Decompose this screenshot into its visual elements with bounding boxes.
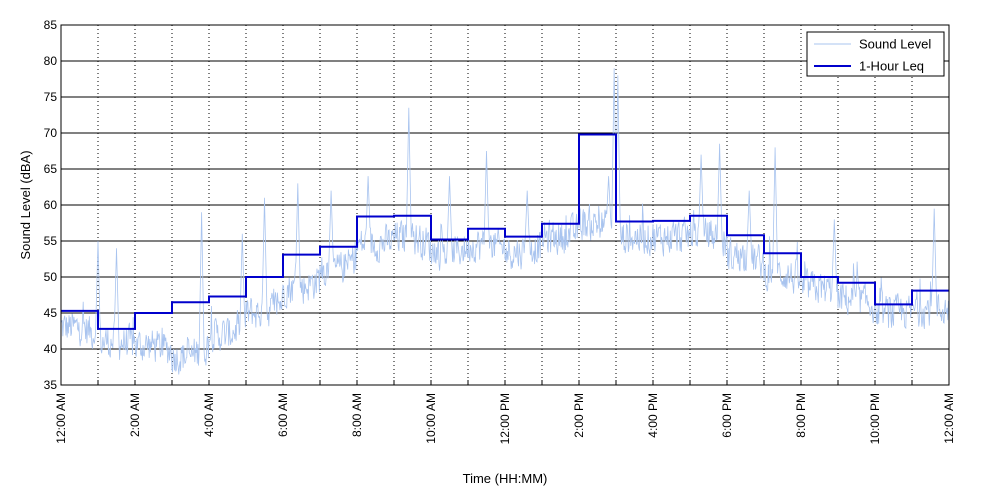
y-tick-label: 65 [44,162,58,176]
y-tick-label: 55 [44,234,58,248]
x-tick-label: 12:00 AM [942,393,956,444]
y-tick-label: 80 [44,54,58,68]
grid-lines [61,25,949,385]
leq-series [61,133,949,330]
y-tick-label: 75 [44,90,58,104]
y-tick-label: 70 [44,126,58,140]
legend: Sound Level 1-Hour Leq [806,31,945,77]
y-tick-label: 60 [44,198,58,212]
leq-step-line [61,133,949,330]
x-tick-label: 2:00 PM [572,393,586,438]
x-tick-label: 6:00 AM [276,393,290,437]
legend-box [806,31,945,77]
axis-ticks: 35 40 45 50 55 60 65 70 75 80 85 12:00 AM 2:00 AM 4:0… [44,18,956,444]
legend-label-leq: 1-Hour Leq [859,59,924,74]
y-axis-title: Sound Level (dBA) [18,150,33,259]
y-tick-label: 40 [44,342,58,356]
y-tick-label: 50 [44,270,58,284]
legend-label-sound-level: Sound Level [859,37,931,52]
x-tick-label: 10:00 PM [868,393,882,444]
x-tick-label: 12:00 AM [54,393,68,444]
y-tick-label: 35 [44,378,58,392]
y-tick-label: 85 [44,18,58,32]
x-tick-label: 2:00 AM [128,393,142,437]
x-axis-title: Time (HH:MM) [463,471,548,486]
x-tick-label: 6:00 PM [720,393,734,438]
x-tick-label: 4:00 PM [646,393,660,438]
x-tick-label: 8:00 PM [794,393,808,438]
x-tick-label: 8:00 AM [350,393,364,437]
x-tick-label: 10:00 AM [424,393,438,444]
x-tick-label: 4:00 AM [202,393,216,437]
x-tick-label: 12:00 PM [498,393,512,444]
y-tick-label: 45 [44,306,58,320]
